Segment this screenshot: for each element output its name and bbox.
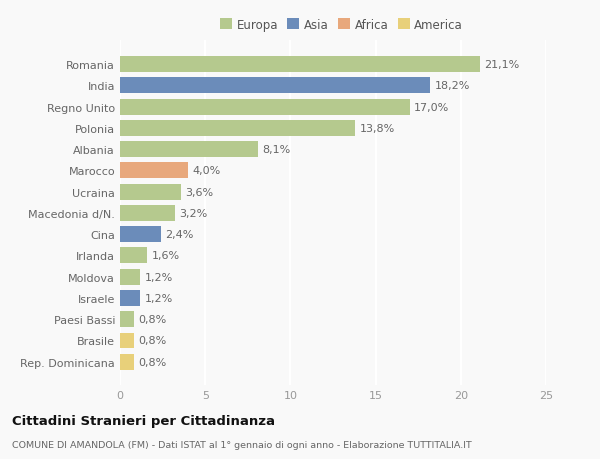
Text: 0,8%: 0,8% <box>138 336 166 346</box>
Bar <box>120 248 147 264</box>
Text: 1,2%: 1,2% <box>145 272 173 282</box>
Bar <box>120 227 161 243</box>
Text: 0,8%: 0,8% <box>138 357 166 367</box>
Bar <box>120 333 134 349</box>
Bar <box>120 57 479 73</box>
Text: COMUNE DI AMANDOLA (FM) - Dati ISTAT al 1° gennaio di ogni anno - Elaborazione T: COMUNE DI AMANDOLA (FM) - Dati ISTAT al … <box>12 441 472 449</box>
Text: 1,6%: 1,6% <box>152 251 179 261</box>
Bar <box>120 354 134 370</box>
Text: 18,2%: 18,2% <box>434 81 470 91</box>
Bar <box>120 163 188 179</box>
Text: 13,8%: 13,8% <box>359 123 395 134</box>
Bar <box>120 78 430 94</box>
Bar <box>120 291 140 306</box>
Text: 8,1%: 8,1% <box>262 145 290 155</box>
Bar <box>120 269 140 285</box>
Text: 0,8%: 0,8% <box>138 314 166 325</box>
Bar <box>120 312 134 327</box>
Bar <box>120 142 258 158</box>
Text: 3,2%: 3,2% <box>179 208 207 218</box>
Legend: Europa, Asia, Africa, America: Europa, Asia, Africa, America <box>218 16 466 34</box>
Text: 3,6%: 3,6% <box>185 187 214 197</box>
Text: 17,0%: 17,0% <box>414 102 449 112</box>
Text: 2,4%: 2,4% <box>165 230 194 240</box>
Text: Cittadini Stranieri per Cittadinanza: Cittadini Stranieri per Cittadinanza <box>12 414 275 428</box>
Bar <box>120 100 410 115</box>
Bar <box>120 184 181 200</box>
Bar <box>120 206 175 221</box>
Text: 4,0%: 4,0% <box>193 166 221 176</box>
Text: 21,1%: 21,1% <box>484 60 519 70</box>
Bar <box>120 121 355 136</box>
Text: 1,2%: 1,2% <box>145 293 173 303</box>
